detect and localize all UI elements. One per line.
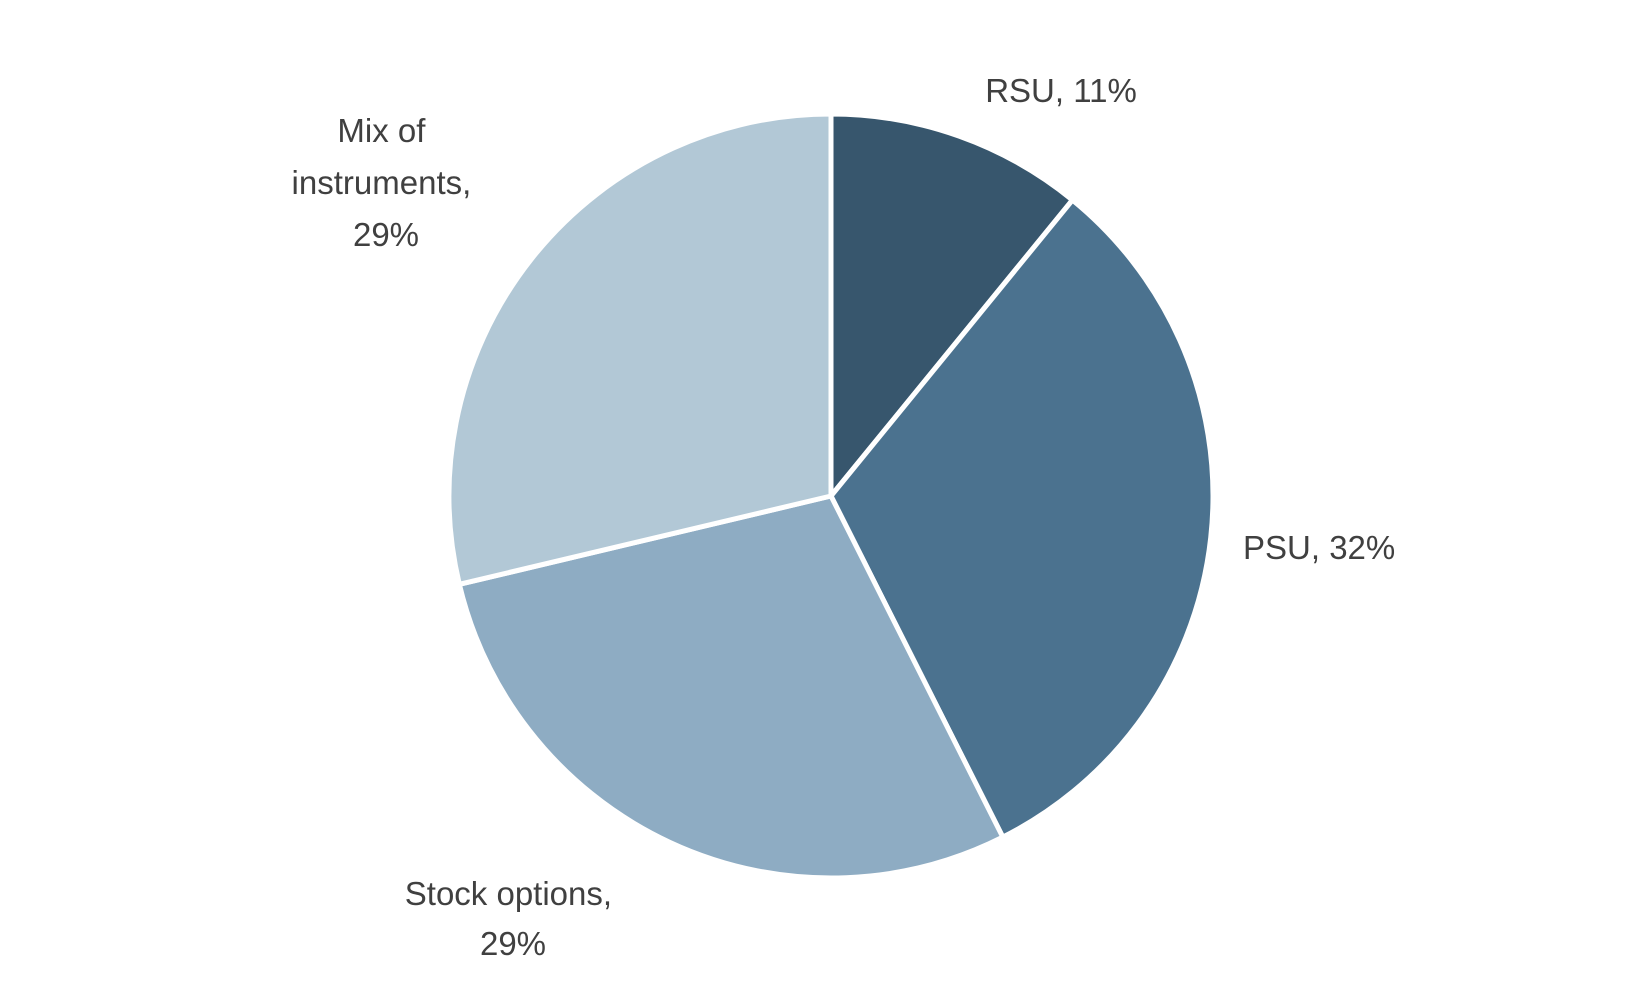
pie-slice-rsu (828, 111, 1075, 499)
pie-slice-stock-options (456, 493, 1006, 881)
label-rsu: RSU, 11% (985, 72, 1137, 109)
pie-slice-mix-of-instruments (446, 111, 834, 587)
label-psu: PSU, 32% (1243, 529, 1395, 566)
label-mix-of-instruments: Mix of instruments, 29% (292, 112, 481, 253)
label-stock-options: Stock options, 29% (405, 875, 621, 962)
pie-slice-psu (828, 197, 1216, 840)
